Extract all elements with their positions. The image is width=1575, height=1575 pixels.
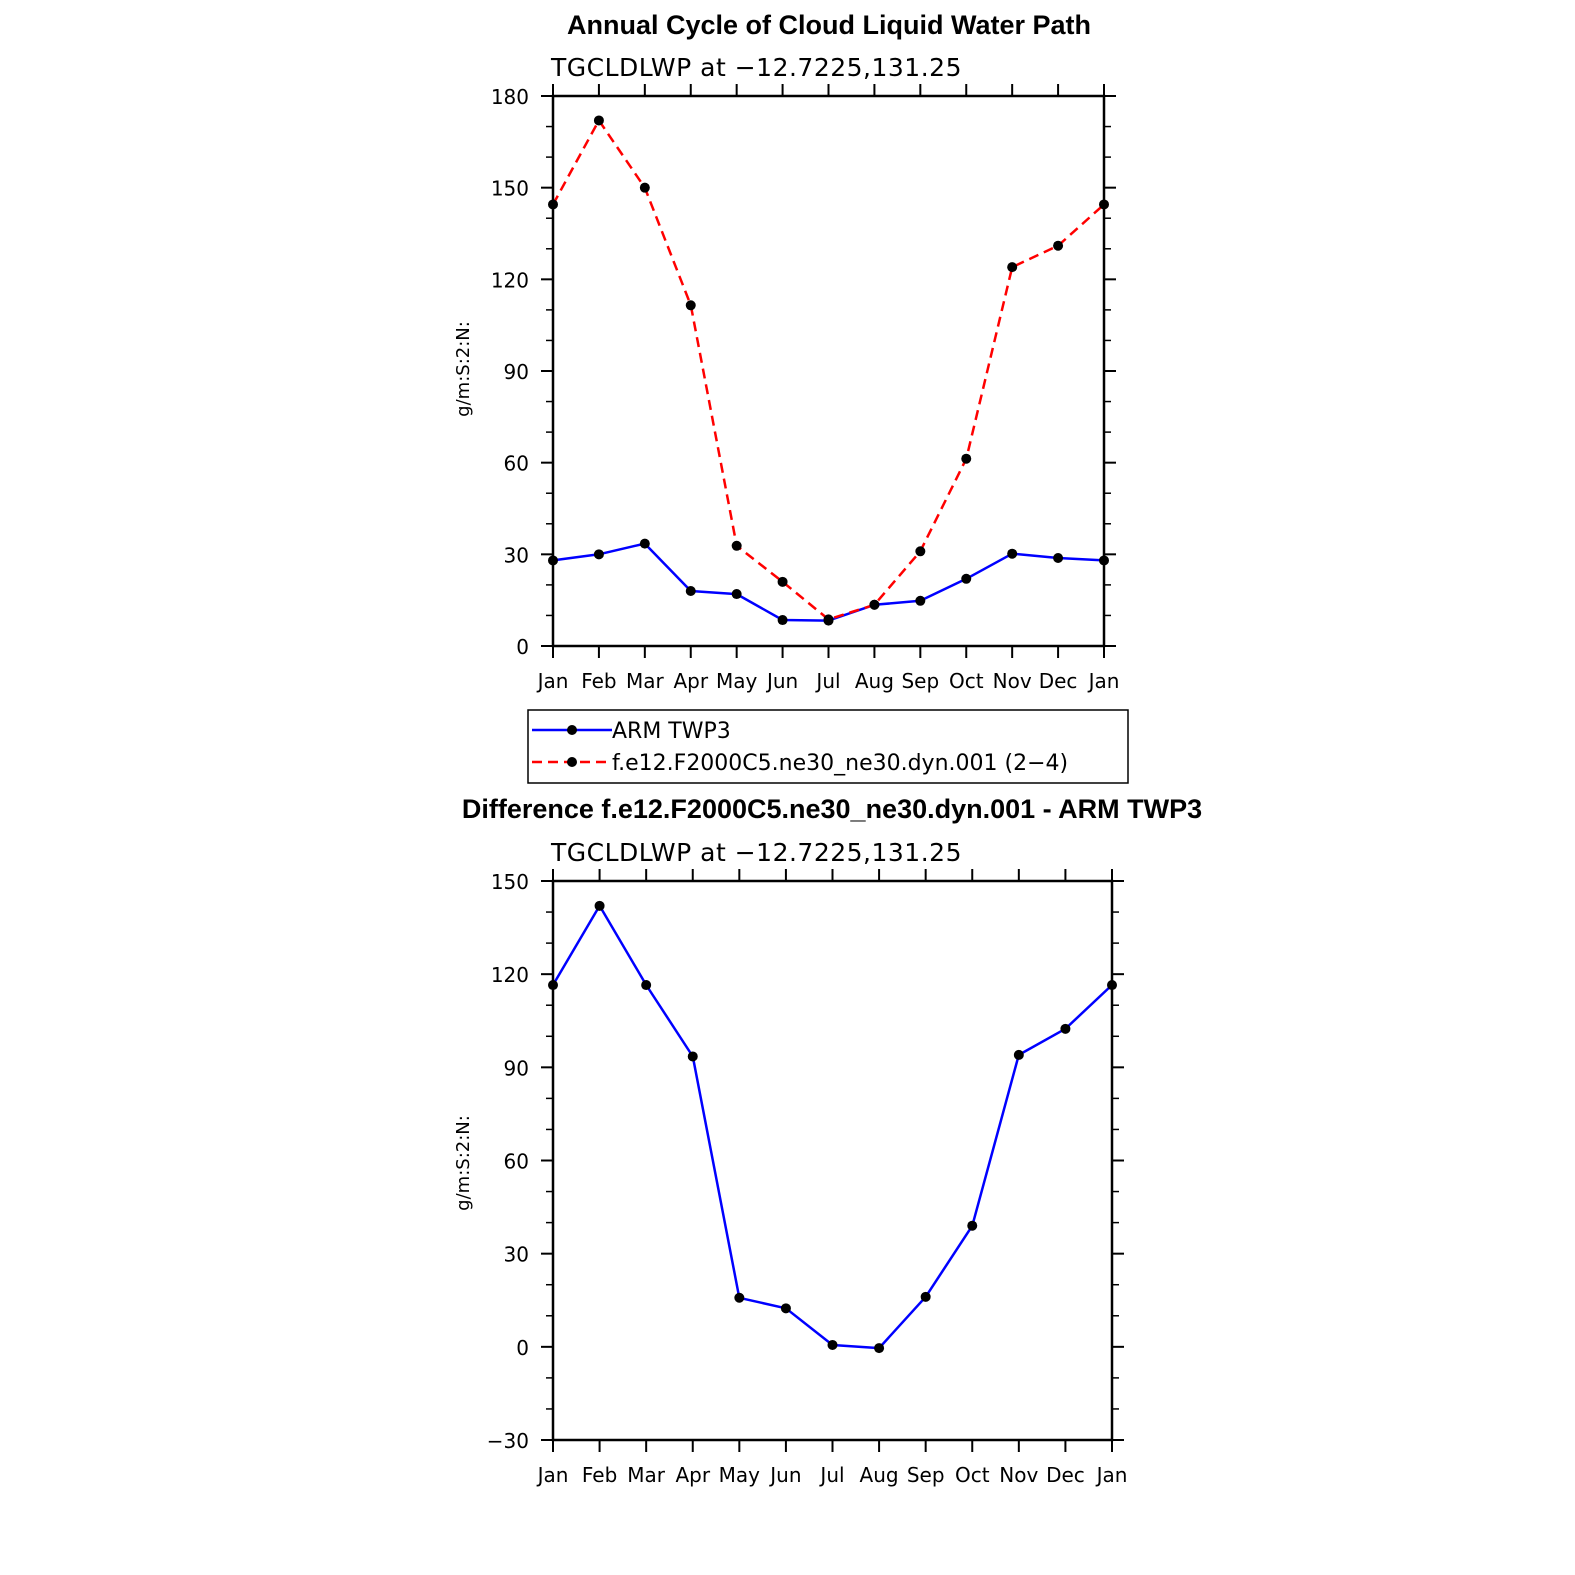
bottom-ytick-label: 90: [504, 1056, 529, 1080]
legend-box: [527, 709, 1129, 784]
bottom-ytick-label: 0: [516, 1336, 529, 1360]
bottom-ytick-label: 120: [491, 963, 529, 987]
bottom-series-0-line: [551, 904, 1113, 1350]
bottom-series-0-point: [687, 1051, 698, 1062]
bottom-series-0-point: [827, 1339, 838, 1350]
top-series-0-point: [777, 615, 788, 626]
chart-bottom-series: [548, 900, 1117, 1354]
legend-label-arm: ARM TWP3: [612, 719, 731, 744]
bottom-xtick-label: Dec: [1046, 1463, 1085, 1487]
bottom-series-0-point: [641, 980, 652, 991]
legend: ARM TWP3 f.e12.F2000C5.ne30_ne30.dyn.001…: [527, 709, 1129, 784]
chart-bottom: Difference f.e12.F2000C5.ne30_ne30.dyn.0…: [453, 794, 1202, 1487]
bottom-xtick-label: Jul: [818, 1463, 844, 1487]
chart-top-ylabel: g/m:S:2:N:: [453, 321, 474, 417]
top-xtick-label: Aug: [855, 669, 894, 693]
chart-top-series: [548, 115, 1109, 626]
top-ytick-label: 60: [504, 452, 529, 476]
bottom-series-0-point: [780, 1303, 791, 1314]
bottom-ytick-label: −30: [487, 1429, 529, 1453]
top-xtick-label: Jan: [536, 669, 569, 693]
top-xtick-label: Apr: [673, 669, 708, 693]
bottom-xtick-label: Jun: [768, 1463, 801, 1487]
bottom-xtick-label: Mar: [627, 1463, 666, 1487]
bottom-series-0-point: [1013, 1049, 1024, 1060]
legend-item-arm: ARM TWP3: [532, 719, 731, 744]
bottom-series-0-point: [734, 1292, 745, 1303]
top-ytick-label: 150: [491, 177, 529, 201]
top-series-1-point: [685, 300, 696, 311]
bottom-series-0-point: [1060, 1023, 1071, 1034]
bottom-xtick-label: May: [719, 1463, 761, 1487]
top-ytick-label: 30: [504, 543, 529, 567]
top-series-0-point: [1007, 548, 1018, 559]
chart-top-ticks: 0 30 60 90 120 150 180 Jan Feb Mar Apr May Jun Jul Aug…: [491, 84, 1120, 693]
bottom-ytick-label: 60: [504, 1150, 529, 1174]
top-xtick-label: Nov: [993, 669, 1032, 693]
top-xtick-label: Sep: [901, 669, 939, 693]
legend-marker-model: [567, 757, 577, 767]
top-series-0-point: [639, 538, 650, 549]
chart-bottom-ylabel: g/m:S:2:N:: [453, 1115, 474, 1211]
chart-top-subtitle: TGCLDLWP at −12.7225,131.25: [550, 53, 962, 82]
top-series-1-point: [869, 599, 880, 610]
top-series-0-point: [1053, 553, 1064, 563]
top-series-1-point: [961, 453, 972, 464]
chart-bottom-subtitle: TGCLDLWP at −12.7225,131.25: [550, 838, 962, 867]
top-xtick-label: Mar: [626, 669, 665, 693]
top-xtick-label: Jan: [1087, 669, 1120, 693]
top-series-1-point: [823, 614, 834, 625]
top-series-1-point: [1053, 240, 1064, 251]
top-series-0-line: [552, 542, 1105, 622]
top-series-0-point: [685, 586, 696, 596]
legend-marker-arm: [567, 725, 577, 735]
top-series-0-point: [915, 595, 926, 606]
bottom-ytick-label: 150: [491, 870, 529, 894]
bottom-xtick-label: Jan: [1095, 1463, 1128, 1487]
bottom-series-0-point: [967, 1220, 978, 1231]
top-xtick-label: Jun: [765, 669, 798, 693]
top-series-0-point: [961, 573, 972, 584]
top-series-1-point: [639, 182, 650, 193]
top-xtick-label: Feb: [581, 669, 616, 693]
top-series-0-point: [731, 589, 742, 600]
top-ytick-label: 90: [504, 360, 529, 384]
bottom-ytick-label: 30: [504, 1243, 529, 1267]
top-series-1-point: [915, 546, 926, 557]
top-series-0-point: [593, 549, 604, 560]
top-series-1-point: [1007, 262, 1018, 273]
legend-label-model: f.e12.F2000C5.ne30_ne30.dyn.001 (2−4): [612, 751, 1068, 776]
bottom-xtick-label: Feb: [582, 1463, 617, 1487]
bottom-xtick-label: Nov: [999, 1463, 1038, 1487]
chart-bottom-frame: [551, 879, 1114, 1442]
chart-bottom-title: Difference f.e12.F2000C5.ne30_ne30.dyn.0…: [462, 794, 1202, 824]
top-ytick-label: 120: [491, 268, 529, 292]
bottom-xtick-label: Sep: [907, 1463, 945, 1487]
chart-top: Annual Cycle of Cloud Liquid Water Path …: [453, 10, 1119, 693]
bottom-xtick-label: Oct: [955, 1463, 990, 1487]
bottom-series-0-point: [874, 1343, 885, 1354]
bottom-xtick-label: Aug: [860, 1463, 899, 1487]
top-series-1-point: [593, 115, 604, 126]
chart-bottom-ticks: −30 0 30 60 90 120 150 Jan Feb Mar Apr May Jun Jul Aug…: [487, 869, 1128, 1487]
legend-item-model: f.e12.F2000C5.ne30_ne30.dyn.001 (2−4): [532, 751, 1068, 776]
bottom-series-0-point: [920, 1291, 931, 1302]
bottom-xtick-label: Apr: [675, 1463, 710, 1487]
top-xtick-label: Oct: [949, 669, 984, 693]
top-series-1-point: [731, 540, 742, 551]
chart-top-frame: [551, 94, 1106, 648]
bottom-xtick-label: Jan: [536, 1463, 569, 1487]
chart-top-title: Annual Cycle of Cloud Liquid Water Path: [567, 10, 1091, 40]
top-xtick-label: Jul: [814, 669, 840, 693]
top-ytick-label: 180: [491, 85, 529, 109]
top-xtick-label: Dec: [1039, 669, 1078, 693]
top-ytick-label: 0: [516, 635, 529, 659]
top-series-1-point: [777, 576, 788, 587]
top-xtick-label: May: [716, 669, 758, 693]
bottom-series-0-point: [594, 900, 605, 911]
